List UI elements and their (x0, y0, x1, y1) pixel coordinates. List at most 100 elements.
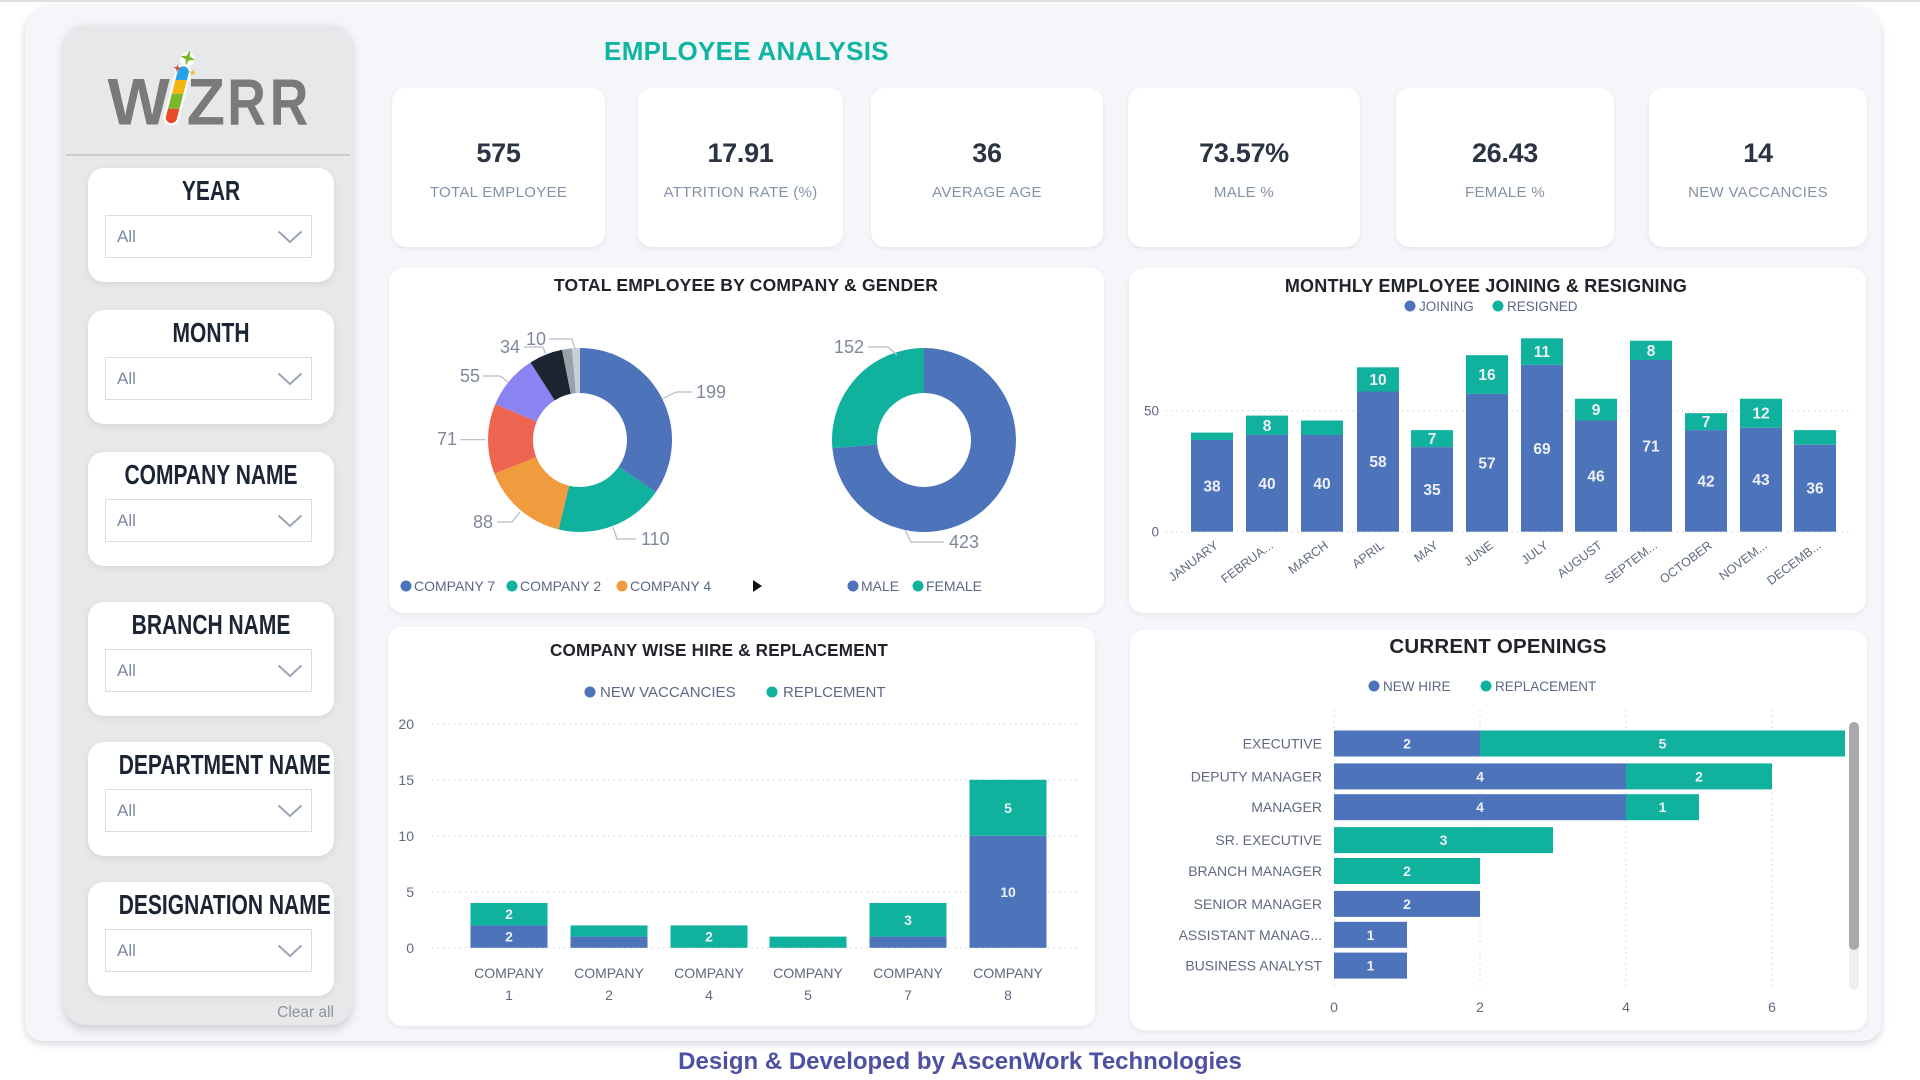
svg-text:BUSINESS ANALYST: BUSINESS ANALYST (1185, 958, 1322, 974)
svg-text:JULY: JULY (1519, 538, 1552, 567)
svg-text:MANAGER: MANAGER (1251, 799, 1322, 815)
svg-text:15: 15 (398, 772, 414, 788)
svg-text:W: W (108, 64, 171, 138)
svg-text:APRIL: APRIL (1350, 538, 1387, 571)
svg-text:COMPANY: COMPANY (574, 965, 644, 981)
svg-text:SEPTEM...: SEPTEM... (1602, 538, 1660, 586)
svg-text:5: 5 (406, 884, 414, 900)
svg-text:MALE: MALE (861, 578, 899, 594)
svg-text:55: 55 (460, 366, 480, 386)
svg-text:BRANCH MANAGER: BRANCH MANAGER (1188, 863, 1322, 879)
svg-text:423: 423 (949, 532, 979, 552)
svg-text:2: 2 (1476, 999, 1484, 1015)
svg-text:2: 2 (605, 987, 613, 1003)
svg-text:11: 11 (1534, 344, 1551, 361)
svg-text:COMPANY 4: COMPANY 4 (630, 578, 711, 594)
svg-text:2: 2 (1403, 736, 1411, 752)
svg-text:COMPANY: COMPANY (474, 965, 544, 981)
svg-text:7: 7 (1702, 414, 1711, 431)
svg-text:0: 0 (1151, 524, 1159, 539)
svg-text:JOINING: JOINING (1419, 299, 1474, 314)
svg-text:10: 10 (398, 828, 414, 844)
svg-text:50: 50 (1144, 404, 1159, 419)
svg-text:MARCH: MARCH (1286, 538, 1331, 577)
svg-text:10: 10 (1000, 884, 1016, 900)
svg-text:8: 8 (1263, 418, 1272, 435)
svg-text:1: 1 (505, 987, 513, 1003)
svg-text:6: 6 (1768, 999, 1776, 1015)
svg-text:69: 69 (1533, 441, 1551, 458)
svg-text:2: 2 (705, 929, 713, 945)
svg-text:COMPANY WISE HIRE & REPLACEMEN: COMPANY WISE HIRE & REPLACEMENT (550, 641, 888, 660)
svg-text:8: 8 (1647, 343, 1656, 360)
svg-text:35: 35 (1423, 482, 1441, 499)
svg-text:CURRENT OPENINGS: CURRENT OPENINGS (1389, 635, 1606, 658)
svg-text:NOVEM...: NOVEM... (1716, 538, 1769, 583)
svg-text:EXECUTIVE: EXECUTIVE (1243, 736, 1322, 752)
svg-text:42: 42 (1697, 473, 1714, 490)
svg-text:3: 3 (1440, 832, 1448, 848)
svg-text:2: 2 (1695, 768, 1703, 784)
svg-text:8: 8 (1004, 987, 1012, 1003)
svg-text:TOTAL EMPLOYEE BY COMPANY & GE: TOTAL EMPLOYEE BY COMPANY & GENDER (554, 275, 938, 295)
svg-text:COMPANY 7: COMPANY 7 (414, 578, 495, 594)
svg-text:46: 46 (1587, 469, 1605, 486)
svg-text:36: 36 (1806, 481, 1824, 498)
svg-text:JANUARY: JANUARY (1166, 538, 1221, 585)
svg-text:JUNE: JUNE (1461, 538, 1496, 569)
svg-text:DEPUTY MANAGER: DEPUTY MANAGER (1191, 768, 1322, 784)
svg-text:COMPANY: COMPANY (873, 965, 943, 981)
svg-text:4: 4 (705, 987, 713, 1003)
svg-text:R: R (227, 65, 266, 139)
svg-text:5: 5 (1004, 800, 1012, 816)
svg-text:16: 16 (1478, 367, 1496, 384)
svg-text:REPLACEMENT: REPLACEMENT (1495, 679, 1596, 694)
svg-text:0: 0 (406, 940, 414, 956)
svg-text:7: 7 (1428, 431, 1437, 448)
svg-text:40: 40 (1258, 476, 1275, 493)
svg-text:43: 43 (1752, 472, 1770, 489)
svg-text:152: 152 (834, 337, 864, 357)
svg-text:10: 10 (526, 329, 546, 349)
svg-text:MONTHLY EMPLOYEE JOINING & RES: MONTHLY EMPLOYEE JOINING & RESIGNING (1285, 276, 1687, 296)
svg-text:57: 57 (1478, 455, 1495, 472)
svg-text:40: 40 (1313, 476, 1330, 493)
svg-text:58: 58 (1369, 454, 1387, 471)
svg-text:NEW VACCANCIES: NEW VACCANCIES (600, 684, 736, 701)
svg-text:FEMALE: FEMALE (926, 578, 982, 594)
svg-text:38: 38 (1203, 478, 1221, 495)
svg-text:88: 88 (473, 512, 493, 532)
svg-text:2: 2 (505, 929, 513, 945)
svg-text:12: 12 (1752, 406, 1769, 423)
svg-text:1: 1 (1659, 799, 1667, 815)
svg-text:0: 0 (1330, 999, 1338, 1015)
svg-text:1: 1 (1367, 958, 1375, 974)
svg-text:COMPANY: COMPANY (674, 965, 744, 981)
svg-text:OCTOBER: OCTOBER (1657, 538, 1715, 586)
svg-text:4: 4 (1476, 768, 1484, 784)
svg-text:7: 7 (904, 987, 912, 1003)
svg-text:REPLCEMENT: REPLCEMENT (783, 684, 886, 701)
svg-text:199: 199 (696, 382, 726, 402)
svg-text:71: 71 (437, 429, 457, 449)
svg-text:R: R (270, 65, 309, 139)
svg-text:AUGUST: AUGUST (1555, 538, 1605, 581)
svg-text:SR. EXECUTIVE: SR. EXECUTIVE (1215, 832, 1322, 848)
svg-text:110: 110 (641, 529, 670, 549)
svg-text:20: 20 (398, 716, 414, 732)
svg-text:COMPANY: COMPANY (973, 965, 1043, 981)
svg-text:NEW HIRE: NEW HIRE (1383, 679, 1451, 694)
svg-text:SENIOR MANAGER: SENIOR MANAGER (1194, 896, 1322, 912)
svg-text:5: 5 (804, 987, 812, 1003)
svg-text:4: 4 (1476, 799, 1484, 815)
svg-text:2: 2 (1403, 896, 1411, 912)
svg-text:ASSISTANT MANAG...: ASSISTANT MANAG... (1179, 927, 1322, 943)
svg-text:RESIGNED: RESIGNED (1507, 299, 1578, 314)
svg-text:5: 5 (1659, 736, 1667, 752)
svg-text:10: 10 (1369, 372, 1386, 389)
svg-text:4: 4 (1622, 999, 1630, 1015)
svg-text:9: 9 (1592, 402, 1601, 419)
svg-text:71: 71 (1642, 438, 1660, 455)
svg-text:DECEMB...: DECEMB... (1764, 538, 1823, 588)
svg-text:3: 3 (904, 912, 912, 928)
